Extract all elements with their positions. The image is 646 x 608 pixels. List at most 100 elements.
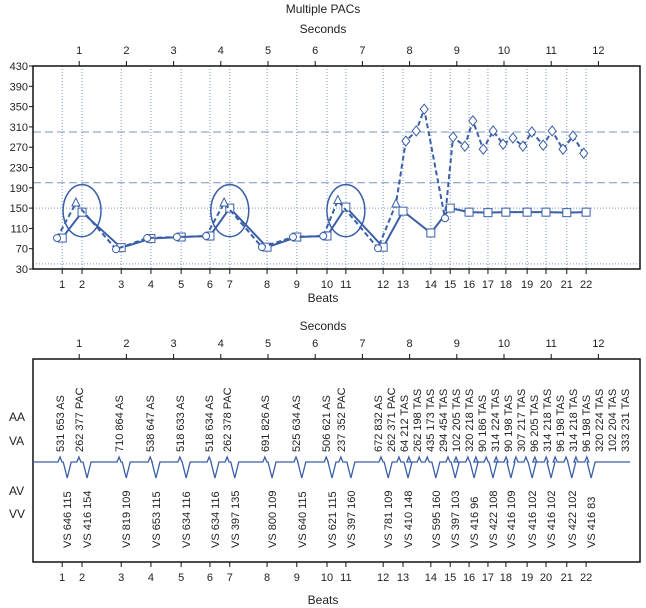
- beat-tick-label: 1: [59, 572, 65, 584]
- row-label-av: AV: [9, 484, 24, 498]
- row-label-va: VA: [9, 434, 24, 448]
- square-point: [541, 207, 551, 217]
- diamond-point: [527, 126, 537, 138]
- atrial-interval-label: 314 218 TAS: [568, 389, 580, 452]
- circle-point: [373, 244, 382, 253]
- y-tick-label: 70: [16, 244, 28, 256]
- beat-tick-label: 15: [444, 572, 456, 584]
- y-tick-label: 350: [10, 102, 28, 114]
- y-tick-label: 310: [10, 122, 28, 134]
- seconds-tick-label: 12: [592, 338, 604, 350]
- atrial-interval-label: 531 653 AS: [55, 395, 67, 452]
- beat-tick-label: 12: [377, 572, 389, 584]
- diamond-point: [547, 125, 557, 137]
- beat-tick-label: 10: [321, 279, 333, 291]
- diamond-point: [558, 143, 568, 156]
- ventricular-interval-label: VS 416 96: [469, 497, 481, 548]
- pac-highlight-ellipse: [326, 183, 366, 238]
- seconds-tick-label: 11: [545, 45, 556, 57]
- chart-title: Multiple PACs: [286, 2, 360, 16]
- atrial-interval-line: [56, 105, 585, 251]
- atrial-interval-label: 262 198 TAS: [412, 389, 424, 452]
- atrial-interval-label: 333 231 TAS: [620, 389, 632, 452]
- marker-channel-trace: [33, 455, 630, 479]
- seconds-tick-label: 9: [454, 338, 460, 350]
- seconds-tick-label: 1: [76, 45, 82, 57]
- ventricular-interval-label: VS 397 103: [450, 490, 462, 548]
- beat-tick-label: 17: [482, 572, 494, 584]
- triangle-point: [219, 196, 229, 207]
- beat-tick-label: 21: [561, 572, 573, 584]
- seconds-tick-label: 8: [407, 338, 413, 350]
- ventricular-interval-label: VS 410 148: [403, 491, 415, 549]
- ventricular-interval-label: VS 422 102: [567, 491, 579, 549]
- beat-tick-label: 13: [397, 572, 409, 584]
- y-tick-label: 230: [10, 163, 28, 175]
- y-tick-label: 270: [10, 142, 28, 154]
- beat-tick-label: 8: [264, 279, 270, 291]
- atrial-interval-label: 538 647 AS: [145, 395, 157, 452]
- beat-tick-label: 2: [79, 279, 85, 291]
- beat-tick-label: 18: [500, 572, 512, 584]
- beat-tick-label: 14: [425, 572, 437, 584]
- y-tick-label: 110: [10, 223, 28, 235]
- beat-tick-label: 4: [148, 279, 154, 291]
- atrial-interval-label: 96 198 TAS: [581, 395, 593, 452]
- ventricular-interval-label: VS 422 108: [488, 490, 500, 548]
- beat-tick-label: 22: [580, 572, 592, 584]
- ventricular-interval-label: VS 640 115: [297, 491, 309, 548]
- circle-point: [441, 214, 449, 223]
- top-beats-axis-title: Beats: [308, 291, 339, 305]
- beat-tick-label: 3: [118, 572, 124, 584]
- atrial-interval-label: 672 832 AS: [373, 395, 385, 452]
- diamond-point: [468, 115, 478, 127]
- square-point: [501, 207, 511, 217]
- ventricular-interval-label: VS 634 116: [181, 491, 193, 548]
- seconds-tick-label: 12: [592, 45, 604, 57]
- diamond-point: [508, 132, 518, 144]
- atrial-interval-label: 506 621 AS: [321, 395, 333, 452]
- seconds-tick-label: 6: [312, 338, 318, 350]
- beat-tick-label: 9: [294, 572, 300, 584]
- beat-tick-label: 10: [321, 572, 333, 584]
- atrial-interval-label: 314 218 TAS: [542, 389, 554, 452]
- atrial-interval-label: 710 864 AS: [114, 395, 126, 452]
- atrial-interval-label: 262 377 PAC: [74, 387, 86, 452]
- beat-tick-label: 17: [482, 279, 494, 291]
- diamond-point: [518, 140, 528, 152]
- atrial-interval-label: 525 634 AS: [291, 395, 303, 452]
- seconds-tick-label: 6: [312, 45, 318, 57]
- panel-frame: [32, 358, 641, 563]
- seconds-tick-label: 4: [218, 45, 224, 57]
- circle-point: [172, 233, 181, 242]
- beat-tick-label: 4: [148, 572, 154, 584]
- ventricular-interval-label: VS 397 160: [346, 491, 358, 549]
- ventricular-interval-label: VS 416 83: [586, 497, 598, 548]
- beat-tick-label: 15: [444, 279, 456, 291]
- seconds-tick-label: 7: [359, 45, 365, 57]
- atrial-interval-label: 90 198 TAS: [503, 395, 515, 452]
- plot-frame: [32, 65, 641, 270]
- circle-point: [112, 245, 121, 254]
- y-tick-label: 30: [16, 264, 28, 276]
- square-point: [581, 207, 591, 217]
- triangle-point: [391, 197, 401, 208]
- ventricular-interval-label: VS 653 115: [151, 491, 163, 548]
- beat-tick-label: 13: [397, 279, 409, 291]
- atrial-interval-label: 237 352 PAC: [336, 387, 348, 452]
- circle-point: [257, 243, 266, 252]
- beat-tick-label: 3: [118, 279, 124, 291]
- circle-point: [143, 234, 152, 243]
- atrial-interval-label: 96 198 TAS: [555, 395, 567, 452]
- square-point: [426, 228, 436, 238]
- triangle-point: [333, 194, 343, 204]
- atrial-interval-label: 307 217 TAS: [516, 389, 528, 452]
- beat-tick-label: 19: [521, 279, 533, 291]
- beat-tick-label: 11: [340, 572, 351, 584]
- beat-tick-label: 16: [463, 279, 475, 291]
- beat-tick-label: 19: [521, 572, 533, 584]
- triangle-point: [71, 196, 81, 207]
- circle-point: [202, 232, 211, 241]
